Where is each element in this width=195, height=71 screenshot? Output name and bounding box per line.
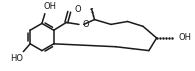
Text: OH: OH <box>43 2 56 11</box>
Text: O: O <box>74 5 81 14</box>
Text: HO: HO <box>10 54 23 63</box>
Text: O: O <box>83 20 90 29</box>
Text: OH: OH <box>179 34 192 42</box>
